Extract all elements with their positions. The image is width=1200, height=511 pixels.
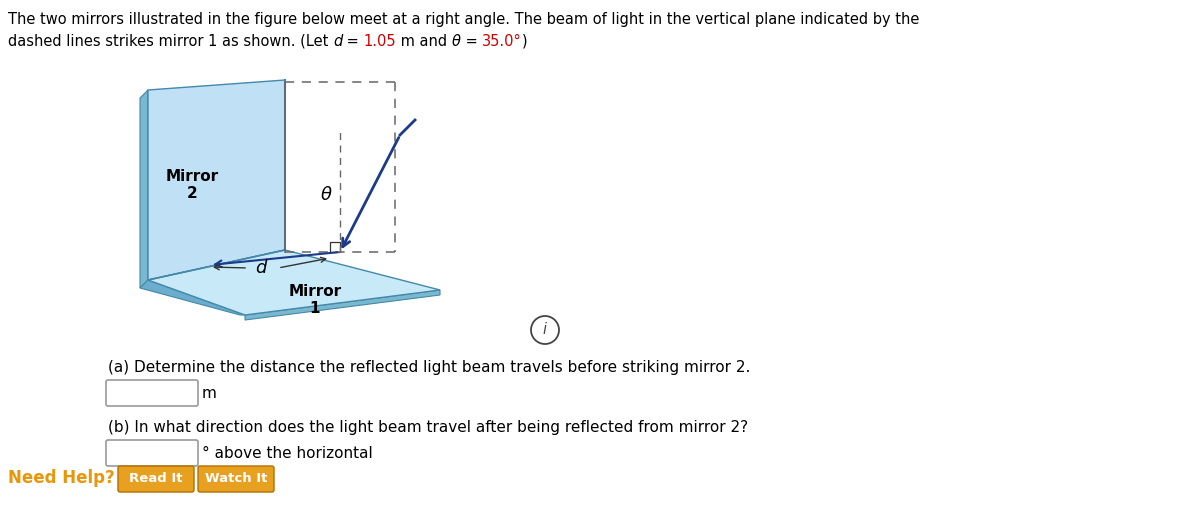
FancyBboxPatch shape [198, 466, 274, 492]
Text: 35.0°: 35.0° [482, 34, 522, 49]
Text: Mirror
1: Mirror 1 [288, 284, 342, 316]
Text: =: = [342, 34, 364, 49]
Text: m: m [202, 385, 217, 401]
Text: (b) In what direction does the light beam travel after being reflected from mirr: (b) In what direction does the light bea… [108, 420, 748, 435]
Text: 1.05: 1.05 [364, 34, 396, 49]
Text: ): ) [522, 34, 528, 49]
Text: ° above the horizontal: ° above the horizontal [202, 446, 373, 460]
Text: Watch It: Watch It [205, 473, 268, 485]
Text: m and: m and [396, 34, 452, 49]
Text: $\theta$: $\theta$ [319, 186, 332, 204]
Text: Read It: Read It [130, 473, 182, 485]
Text: Mirror
2: Mirror 2 [166, 169, 218, 201]
Polygon shape [245, 290, 440, 320]
Text: d: d [334, 34, 342, 49]
FancyBboxPatch shape [106, 440, 198, 466]
Polygon shape [140, 280, 245, 315]
Polygon shape [148, 250, 440, 315]
FancyBboxPatch shape [118, 466, 194, 492]
Text: dashed lines strikes mirror 1 as shown. (Let: dashed lines strikes mirror 1 as shown. … [8, 34, 334, 49]
FancyBboxPatch shape [106, 380, 198, 406]
Text: =: = [461, 34, 482, 49]
Text: θ: θ [452, 34, 461, 49]
Text: (a) Determine the distance the reflected light beam travels before striking mirr: (a) Determine the distance the reflected… [108, 360, 750, 375]
Text: i: i [542, 322, 547, 337]
Text: $d$: $d$ [256, 259, 269, 277]
Text: The two mirrors illustrated in the figure below meet at a right angle. The beam : The two mirrors illustrated in the figur… [8, 12, 919, 27]
Text: Need Help?: Need Help? [8, 469, 115, 487]
Polygon shape [140, 90, 148, 288]
Polygon shape [148, 80, 286, 280]
